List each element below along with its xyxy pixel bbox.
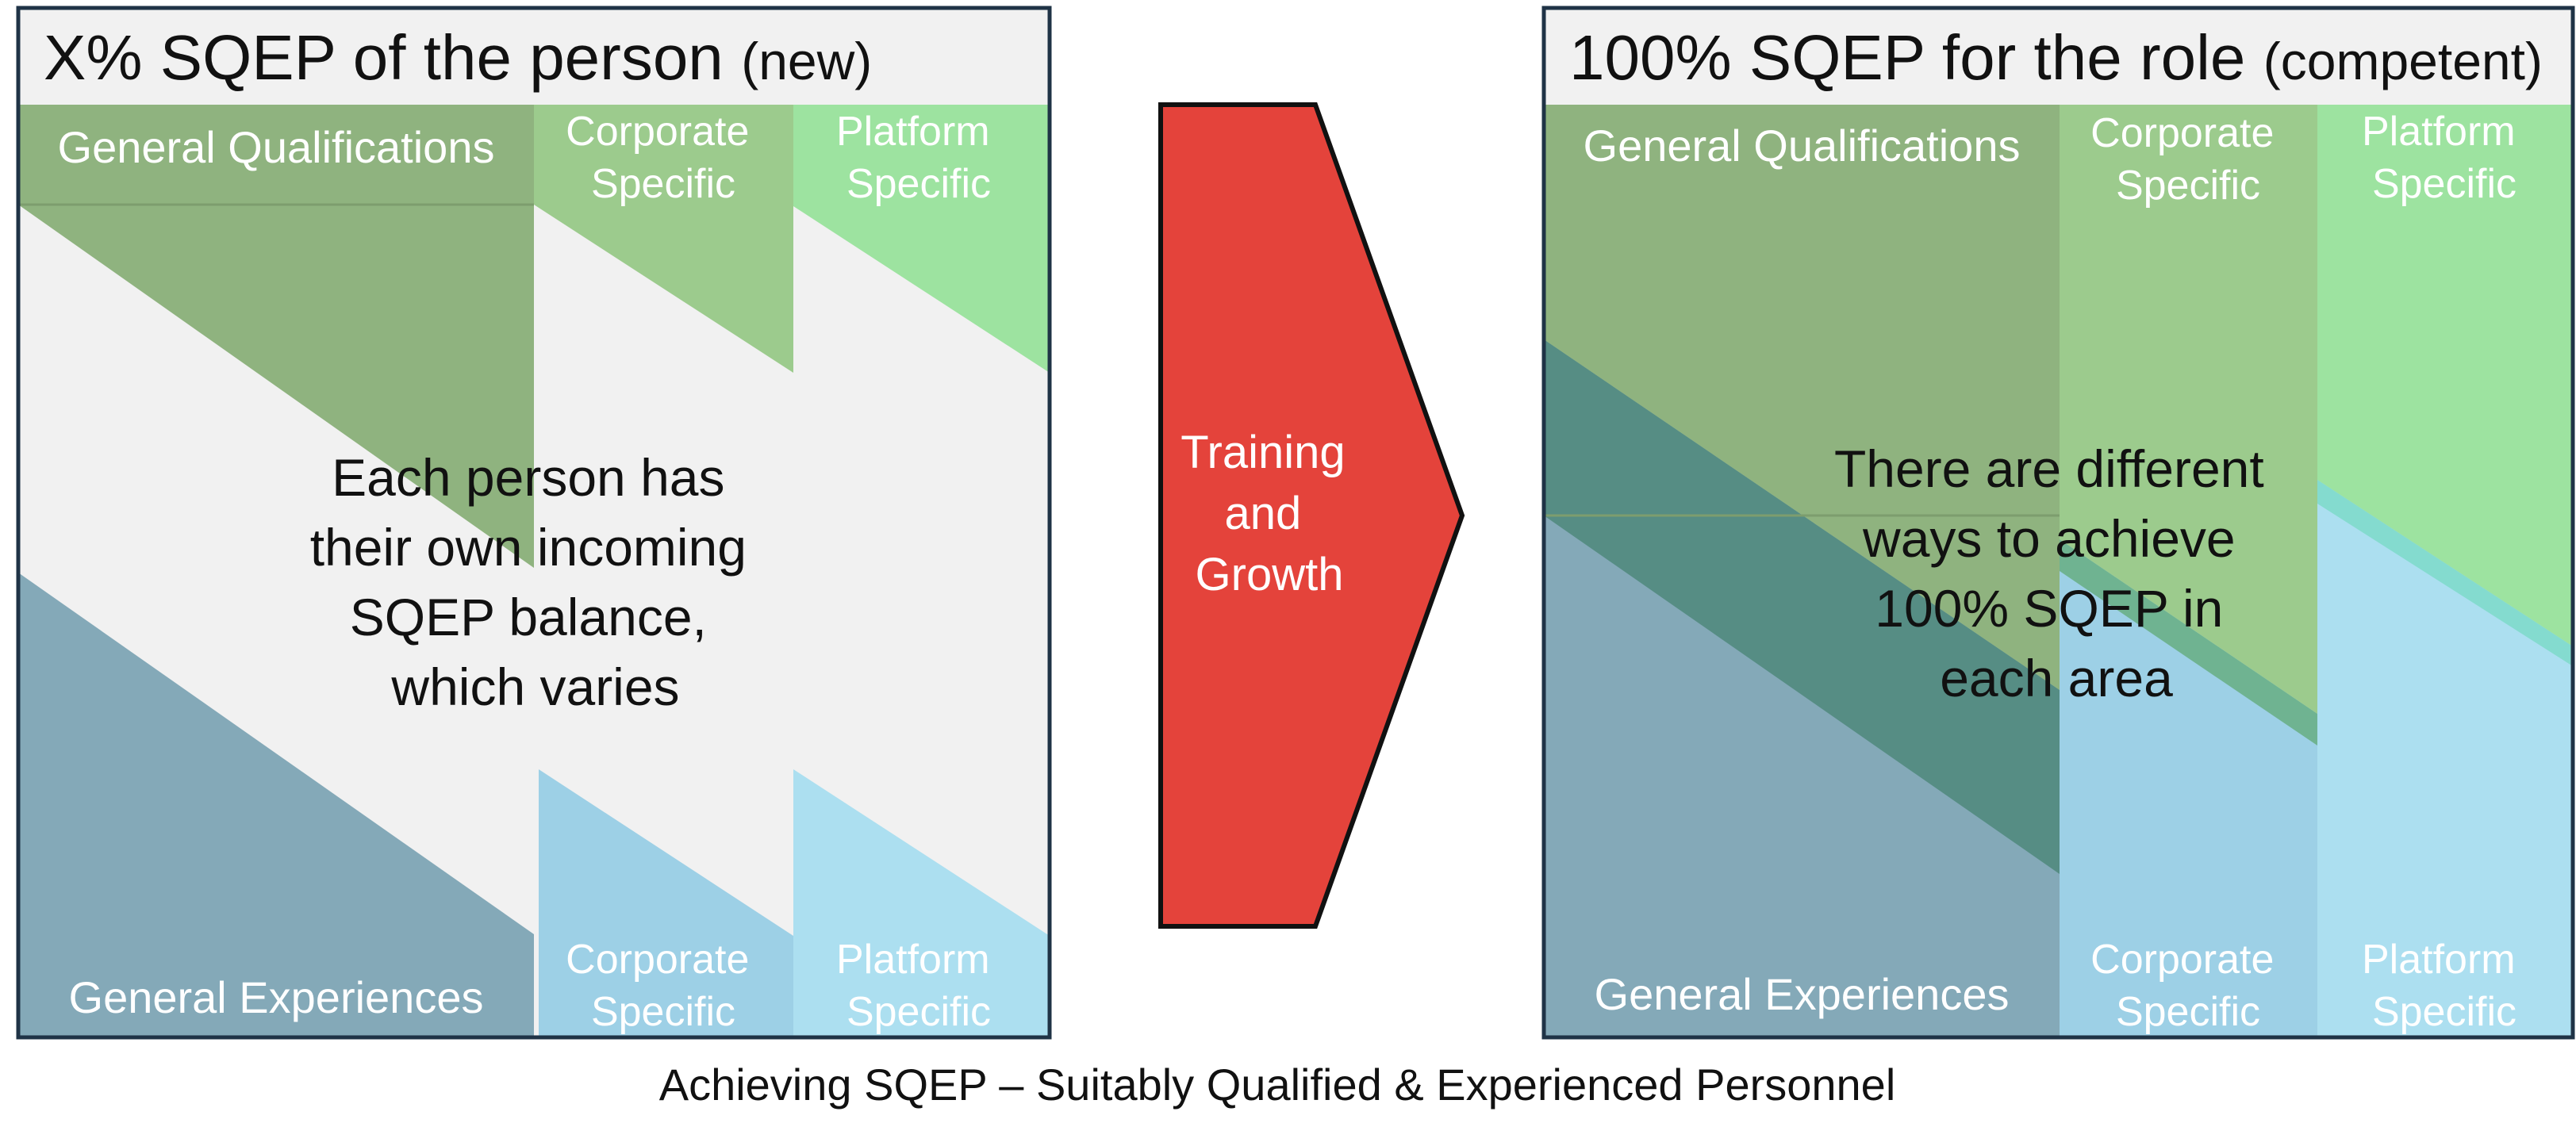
right-note-line4: each area (1940, 649, 2173, 707)
right-corporate-specific-bottom-label: Corporate Specific (2090, 937, 2286, 1035)
training-growth-arrow: Training and Growth (1158, 102, 1465, 929)
right-panel-title: 100% SQEP for the role (competent) (1569, 22, 2543, 93)
left-platform-specific-top-label: Platform Specific (836, 109, 1001, 207)
left-general-experiences-label: General Experiences (69, 972, 484, 1022)
right-note-line3: 100% SQEP in (1875, 579, 2223, 638)
left-corporate-specific-top-line1: Corporate (566, 109, 749, 155)
left-corporate-specific-top-label: Corporate Specific (566, 109, 761, 207)
right-corporate-specific-bottom-line1: Corporate (2090, 937, 2274, 983)
right-panel: 100% SQEP for the role (competent) Gener… (1541, 6, 2575, 1040)
right-corporate-overlap-region (2060, 539, 2317, 745)
right-corporate-specific-top-line1: Corporate (2090, 110, 2274, 156)
arrow-label-line3: Growth (1196, 549, 1344, 600)
right-note-line1: There are different (1834, 439, 2264, 498)
right-general-qualifications-label: General Qualifications (1584, 121, 2021, 171)
left-panel: X% SQEP of the person (new) General Qual… (16, 6, 1052, 1040)
right-corporate-specific-bottom-line2: Specific (2116, 989, 2260, 1035)
left-panel-title: X% SQEP of the person (new) (44, 22, 872, 93)
right-corporate-specific-top-line2: Specific (2116, 163, 2260, 209)
left-platform-specific-bottom-label: Platform Specific (836, 937, 1001, 1035)
left-corporate-specific-top-line2: Specific (591, 161, 735, 207)
right-platform-specific-bottom-label: Platform Specific (2362, 937, 2527, 1035)
left-general-qualifications-label: General Qualifications (58, 122, 495, 172)
left-general-qualifications-region (18, 105, 534, 205)
left-corporate-specific-bottom-line1: Corporate (566, 937, 749, 983)
left-panel-title-sub: (new) (741, 32, 872, 90)
arrow-label-line2: and (1225, 488, 1302, 539)
arrow-shape (1158, 102, 1465, 929)
right-platform-specific-bottom-line1: Platform (2362, 937, 2516, 983)
right-platform-specific-top-line1: Platform (2362, 109, 2516, 155)
left-panel-title-main: X% SQEP of the person (44, 22, 724, 93)
left-corporate-experiences-region (539, 769, 793, 1037)
left-corporate-specific-bottom-line2: Specific (591, 989, 735, 1035)
right-general-qualifications-region (1544, 105, 2060, 690)
right-note-line2: ways to achieve (1862, 509, 2236, 568)
left-platform-specific-top-line1: Platform (836, 109, 990, 155)
left-panel-border (16, 6, 1052, 1040)
left-general-experiences-region (18, 573, 534, 1037)
right-corporate-qualifications-region (2060, 105, 2317, 714)
right-panel-title-sub: (competent) (2263, 32, 2543, 90)
right-general-overlap-region (1544, 339, 2060, 874)
left-note-line1: Each person has (332, 448, 724, 507)
right-platform-specific-bottom-line2: Specific (2372, 989, 2516, 1035)
right-platform-overlap-region (2317, 480, 2573, 666)
right-general-experiences-label: General Experiences (1595, 969, 2010, 1019)
left-platform-specific-top-line2: Specific (847, 161, 991, 207)
right-platform-specific-top-label: Platform Specific (2362, 109, 2527, 207)
right-panel-note: There are different ways to achieve 100%… (1834, 439, 2278, 707)
right-platform-specific-top-line2: Specific (2372, 161, 2516, 207)
right-panel-title-main: 100% SQEP for the role (1569, 22, 2245, 93)
left-note-line2: their own incoming (310, 518, 747, 577)
left-general-qualifications-triangle (18, 205, 534, 568)
arrow-label: Training and Growth (1181, 427, 1358, 600)
diagram-caption: Achieving SQEP – Suitably Qualified & Ex… (659, 1060, 1896, 1110)
right-panel-border (1541, 6, 2575, 1040)
left-note-line3: SQEP balance, (350, 588, 707, 646)
right-platform-qualifications-region (2317, 105, 2573, 646)
left-note-line4: which varies (390, 657, 679, 716)
left-platform-qualifications-region (793, 105, 1050, 373)
left-corporate-qualifications-region (534, 105, 793, 373)
right-corporate-specific-top-label: Corporate Specific (2090, 110, 2286, 209)
left-platform-experiences-region (793, 769, 1050, 1037)
left-corporate-specific-bottom-label: Corporate Specific (566, 937, 761, 1035)
arrow-label-line1: Training (1181, 427, 1345, 478)
left-platform-specific-bottom-line1: Platform (836, 937, 990, 983)
left-platform-specific-bottom-line2: Specific (847, 989, 991, 1035)
left-panel-note: Each person has their own incoming SQEP … (310, 448, 762, 716)
